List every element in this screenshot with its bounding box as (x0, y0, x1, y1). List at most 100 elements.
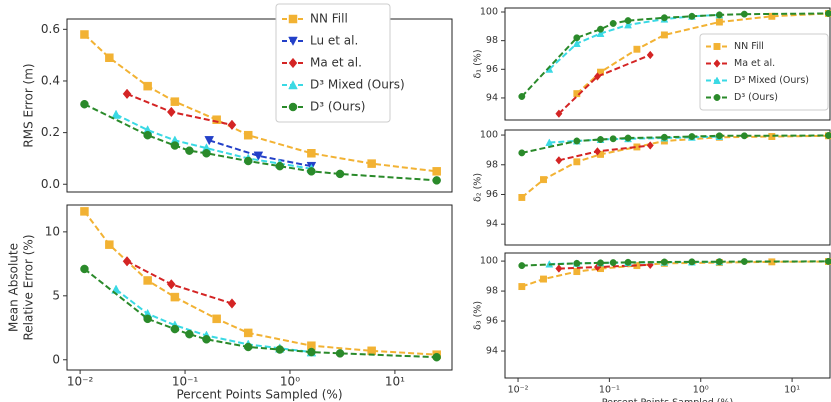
chart-panel: 94 96 98 100 10⁻² 10⁻¹ 10⁰ 10¹ Percent Points Sa… (473, 252, 831, 402)
marker (227, 119, 237, 131)
marker (824, 132, 831, 139)
marker (715, 11, 723, 19)
marker (204, 136, 215, 146)
marker (633, 45, 641, 53)
marker (740, 258, 748, 265)
legend-label: Ma et al. (734, 58, 775, 69)
y-axis-label: Relative Error (%) (22, 234, 36, 340)
x-tick-label: 10⁻¹ (599, 385, 620, 396)
marker (307, 347, 316, 357)
marker (740, 132, 748, 140)
y-tick-label: 0.4 (41, 73, 60, 87)
marker (609, 259, 617, 267)
marker (596, 29, 605, 37)
marker (740, 10, 748, 18)
marker (518, 149, 526, 157)
y-tick-label: 98 (486, 286, 498, 297)
marker (573, 34, 581, 42)
series-line (521, 134, 829, 199)
marker (715, 132, 723, 140)
marker (646, 260, 654, 270)
y-tick-label: 98 (486, 35, 498, 46)
y-tick-label: 0.2 (41, 125, 60, 139)
y-tick-label: 0 (52, 352, 60, 366)
y-tick-label: 100 (480, 130, 498, 141)
marker (243, 342, 253, 352)
y-axis-label: RMS Error (m) (22, 63, 36, 147)
marker (243, 328, 253, 338)
x-tick-label: 10⁻² (67, 375, 94, 389)
plot-area (80, 30, 441, 185)
marker (597, 259, 604, 267)
marker (170, 141, 180, 150)
plot-frame (66, 18, 453, 193)
y-axis-label: δ₁ (%) (473, 49, 484, 78)
plot-frame (504, 252, 831, 379)
marker (624, 17, 632, 25)
x-tick-label: 10⁻¹ (172, 375, 199, 389)
marker (688, 12, 696, 20)
marker (688, 133, 696, 140)
marker (212, 314, 221, 324)
legend-label: Ma et al. (310, 56, 362, 70)
series-line (126, 260, 233, 305)
legend: NN Fill Lu et al. Ma et al. D³ Mixed (Ours)… (275, 3, 405, 123)
marker (713, 76, 721, 84)
series-line (84, 103, 437, 182)
marker (660, 14, 668, 22)
marker (518, 283, 526, 291)
chart-panel: 94 96 98 100 δ₁ (%) NN Fill Ma et al. D³ Mixed … (473, 7, 831, 121)
marker (555, 264, 563, 273)
marker (824, 9, 831, 17)
x-tick-label: 10¹ (784, 385, 800, 396)
marker (646, 141, 654, 150)
y-tick-label: 0.6 (41, 22, 60, 36)
marker (227, 298, 237, 309)
marker (713, 59, 721, 68)
x-tick-label: 10⁻² (508, 385, 529, 396)
marker (307, 149, 316, 158)
marker (202, 335, 211, 344)
marker (624, 134, 632, 142)
marker (80, 30, 89, 39)
y-tick-label: 0.0 (41, 177, 60, 191)
marker (105, 53, 114, 62)
series-line (83, 210, 437, 356)
marker (573, 137, 581, 145)
x-tick-label: 10⁰ (280, 375, 300, 389)
marker (540, 275, 547, 283)
legend-box (699, 33, 829, 111)
marker (715, 258, 723, 266)
y-tick-label: 100 (480, 7, 498, 18)
marker (288, 102, 298, 112)
marker (170, 97, 180, 106)
marker (367, 159, 376, 168)
plot-frame (504, 129, 831, 246)
marker (143, 81, 152, 91)
marker (212, 115, 221, 124)
y-tick-label: 94 (486, 346, 498, 357)
marker (660, 258, 668, 266)
legend-label: D³ (Ours) (734, 92, 778, 103)
marker (713, 43, 721, 50)
marker (275, 345, 285, 354)
marker (307, 167, 316, 176)
x-axis-label: Percent Points Sampled (%) (176, 388, 342, 402)
plot-frame (504, 7, 831, 121)
marker (170, 324, 180, 334)
y-tick-label: 96 (486, 316, 498, 327)
marker (288, 36, 298, 46)
legend-label: D³ (Ours) (310, 100, 365, 114)
marker (143, 130, 152, 140)
marker (335, 349, 345, 358)
plot-area (518, 257, 831, 291)
marker (573, 158, 581, 166)
x-tick-label: 10¹ (385, 375, 405, 389)
series-line (521, 260, 829, 267)
chart-panel: 94 96 98 100 δ₂ (%) (473, 129, 831, 246)
legend-label: D³ Mixed (Ours) (734, 75, 809, 86)
marker (185, 329, 194, 339)
x-tick-label: 10⁰ (693, 385, 709, 396)
marker (166, 279, 176, 290)
